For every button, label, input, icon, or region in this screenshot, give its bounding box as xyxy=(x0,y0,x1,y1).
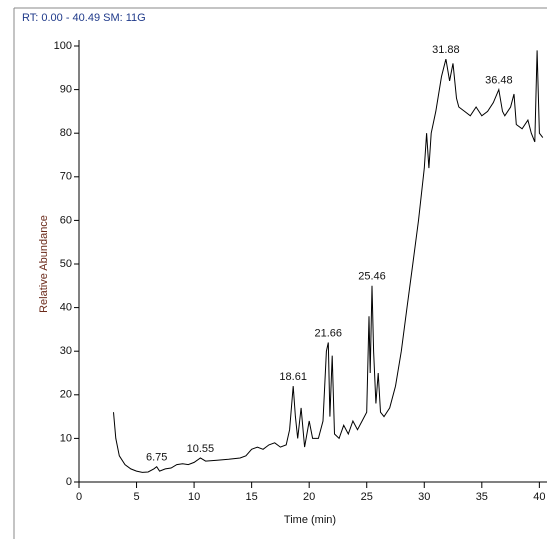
y-tick-label: 30 xyxy=(60,345,72,357)
y-tick-label: 100 xyxy=(54,40,72,52)
y-tick-label: 10 xyxy=(60,432,72,444)
x-tick-label: 5 xyxy=(133,491,139,503)
x-tick-label: 25 xyxy=(361,491,373,503)
peak-label: 10.55 xyxy=(187,443,215,455)
peak-label: 6.75 xyxy=(146,452,167,464)
peak-label: 25.46 xyxy=(358,271,386,283)
y-tick-label: 90 xyxy=(60,84,72,96)
y-tick-label: 70 xyxy=(60,171,72,183)
peak-label: 21.66 xyxy=(315,327,343,339)
y-tick-label: 50 xyxy=(60,258,72,270)
x-tick-label: 40 xyxy=(533,491,545,503)
peak-label: 31.88 xyxy=(432,44,460,56)
y-tick-label: 80 xyxy=(60,127,72,139)
x-tick-label: 10 xyxy=(188,491,200,503)
y-tick-label: 60 xyxy=(60,214,72,226)
x-tick-label: 0 xyxy=(76,491,82,503)
y-axis-label: Relative Abundance xyxy=(38,215,50,313)
x-tick-label: 35 xyxy=(476,491,488,503)
y-tick-label: 0 xyxy=(66,476,72,488)
y-tick-label: 20 xyxy=(60,389,72,401)
trace xyxy=(113,50,544,473)
header: RT: 0.00 - 40.49 SM: 11G xyxy=(22,12,146,24)
peak-label: 18.61 xyxy=(279,371,307,383)
x-tick-label: 15 xyxy=(246,491,258,503)
x-axis-label: Time (min) xyxy=(284,514,336,526)
x-tick-label: 30 xyxy=(418,491,430,503)
y-tick-label: 40 xyxy=(60,302,72,314)
x-tick-label: 20 xyxy=(303,491,315,503)
peak-label: 36.48 xyxy=(485,75,513,87)
